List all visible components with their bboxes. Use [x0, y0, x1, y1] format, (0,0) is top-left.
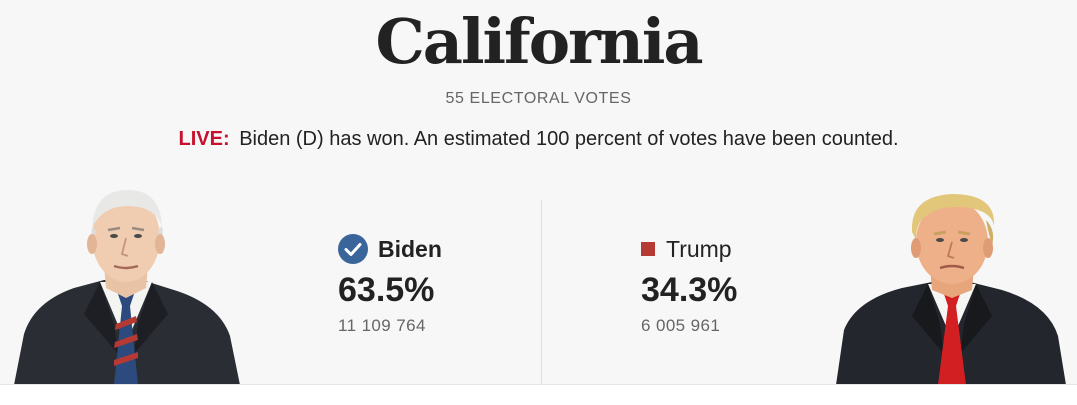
trump-portrait: [836, 190, 1066, 385]
vote-count: 11 109 764: [338, 316, 426, 335]
candidate-name: Biden: [378, 235, 442, 262]
live-label: LIVE:: [178, 128, 230, 150]
candidate-trump: Trump 34.3% 6 005 961: [641, 232, 841, 336]
checkmark-icon: [338, 234, 368, 264]
biden-portrait: [14, 184, 240, 385]
candidate-divider: [541, 200, 542, 384]
candidate-name-row: Biden: [338, 232, 538, 266]
vote-percent: 34.3%: [641, 271, 738, 309]
electoral-votes-label: 55 ELECTORAL VOTES: [445, 90, 632, 107]
square-icon: [641, 242, 655, 256]
candidate-name: Trump: [666, 235, 732, 262]
status-text: Biden (D) has won. An estimated 100 perc…: [239, 128, 899, 150]
live-status-line: LIVE: Biden (D) has won. An estimated 10…: [0, 128, 1077, 151]
bottom-rule: [0, 384, 1077, 405]
candidate-name-row: Trump: [641, 232, 841, 266]
state-title: California: [375, 5, 703, 78]
vote-count: 6 005 961: [641, 316, 721, 335]
vote-percent: 63.5%: [338, 271, 435, 309]
candidate-biden: Biden 63.5% 11 109 764: [338, 232, 538, 336]
biden-portrait-illustration: [14, 190, 240, 385]
trump-portrait-illustration: [836, 194, 1066, 385]
